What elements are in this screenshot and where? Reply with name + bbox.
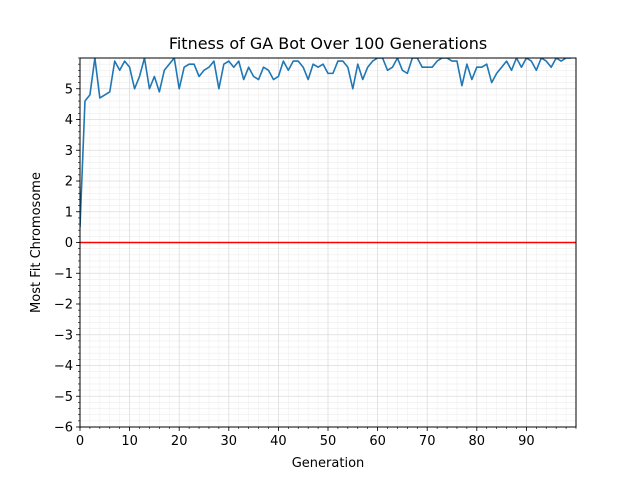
x-tick-label: 90 [518, 434, 535, 449]
y-tick-label: −1 [54, 267, 73, 282]
y-tick-label: −2 [54, 298, 73, 313]
x-tick-label: 70 [419, 434, 436, 449]
x-axis-title: Generation [292, 456, 365, 471]
y-tick-label: 5 [65, 82, 73, 97]
axis-ticks: 0 10 20 30 40 50 60 70 80 90 −6 −5 −4 −3 −2 −1 0 1 2 3 4 5 [54, 57, 577, 449]
y-tick-label: 0 [65, 236, 73, 251]
x-tick-label: 30 [221, 434, 238, 449]
y-tick-label: −5 [54, 390, 73, 405]
y-axis-title: Most Fit Chromosome [29, 172, 44, 313]
y-tick-label: 1 [65, 205, 73, 220]
plot-marks [80, 58, 576, 244]
x-tick-label: 20 [171, 434, 188, 449]
series-line [80, 58, 572, 228]
x-tick-label: 50 [320, 434, 337, 449]
y-tick-label: 3 [65, 144, 73, 159]
x-tick-label: 60 [369, 434, 386, 449]
y-tick-label: 4 [65, 113, 73, 128]
x-tick-label: 10 [121, 434, 138, 449]
chart-title: Fitness of GA Bot Over 100 Generations [169, 34, 487, 53]
x-tick-label: 80 [469, 434, 486, 449]
y-tick-label: −6 [54, 421, 73, 436]
x-tick-label: 0 [76, 434, 84, 449]
y-tick-label: 2 [65, 175, 73, 190]
y-tick-label: −4 [54, 359, 73, 374]
y-tick-label: −3 [54, 328, 73, 343]
x-tick-label: 40 [270, 434, 287, 449]
